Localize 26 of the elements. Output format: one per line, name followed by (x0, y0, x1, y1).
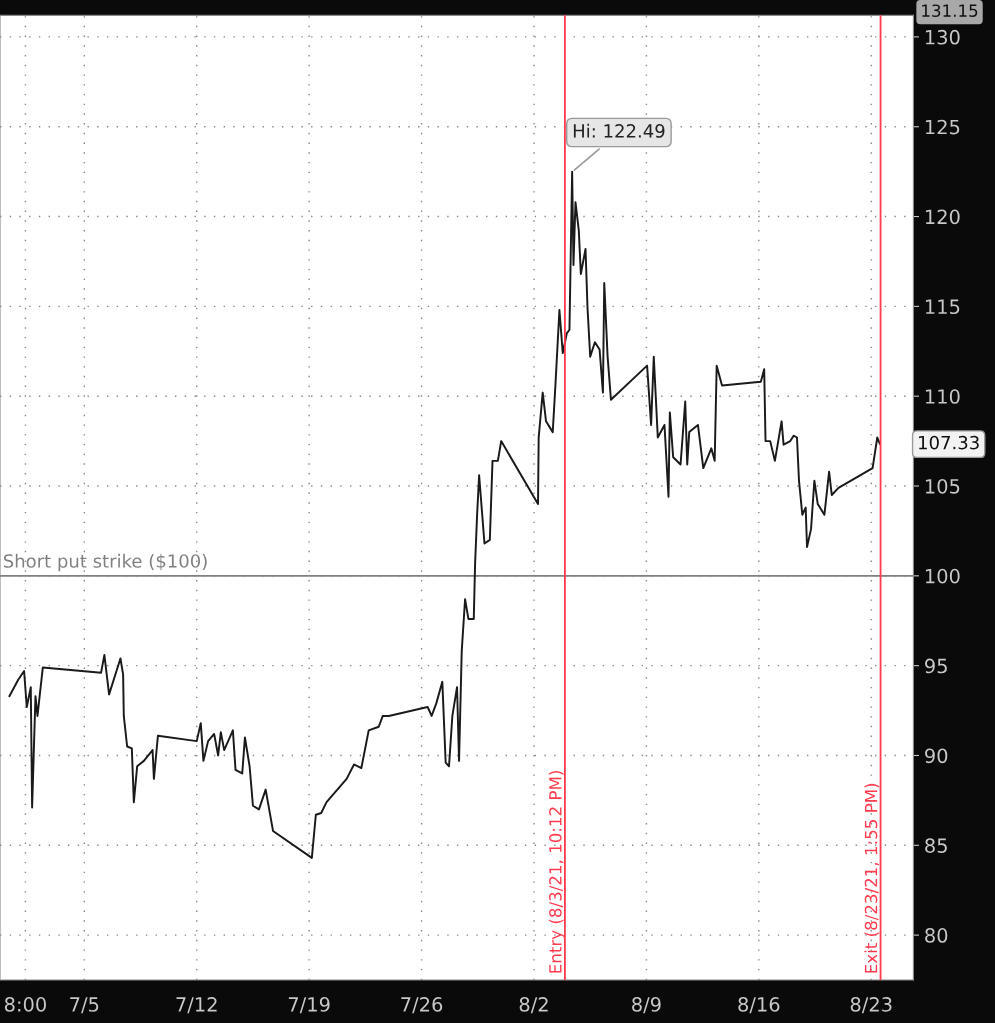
y-tick-label: 125 (925, 119, 960, 135)
annotation: Hi: 122.49 (573, 123, 665, 138)
ref-line-label: Exit (8/23/21, 1:55 PM) (864, 783, 880, 973)
y-tick-label: 105 (925, 478, 960, 494)
x-tick-label: 7/12 (176, 997, 217, 1014)
x-tick-label: 7/5 (70, 997, 99, 1014)
y-tick-label: 95 (925, 658, 947, 674)
y-tick-label: 130 (925, 29, 960, 45)
text: 131.15 (922, 4, 978, 17)
x-tick-label: 7/26 (401, 997, 443, 1014)
y-tick-label: 115 (925, 299, 960, 315)
x-tick-label: 8/23 (850, 997, 892, 1014)
y-tick-label: 100 (925, 568, 960, 584)
y-tick-label: 85 (925, 838, 947, 853)
x-tick-label: 8/9 (632, 997, 661, 1014)
x-tick-label: 7/19 (288, 997, 330, 1014)
ref-line-label: Short put strike ($100) (3, 553, 207, 572)
y-tick-label: 90 (925, 748, 948, 764)
y-tick-label: 80 (925, 928, 948, 943)
ref-line-label: Entry (8/3/21, 10:12 PM) (548, 771, 565, 973)
x-tick-label: 8/16 (738, 997, 780, 1014)
y-tick-label: 120 (925, 209, 960, 225)
annotation: 107.33 (919, 435, 979, 450)
y-tick-label: 110 (925, 389, 960, 404)
x-tick-label: 8/2 (519, 997, 548, 1014)
x-tick-label: 8:00 (4, 997, 46, 1012)
